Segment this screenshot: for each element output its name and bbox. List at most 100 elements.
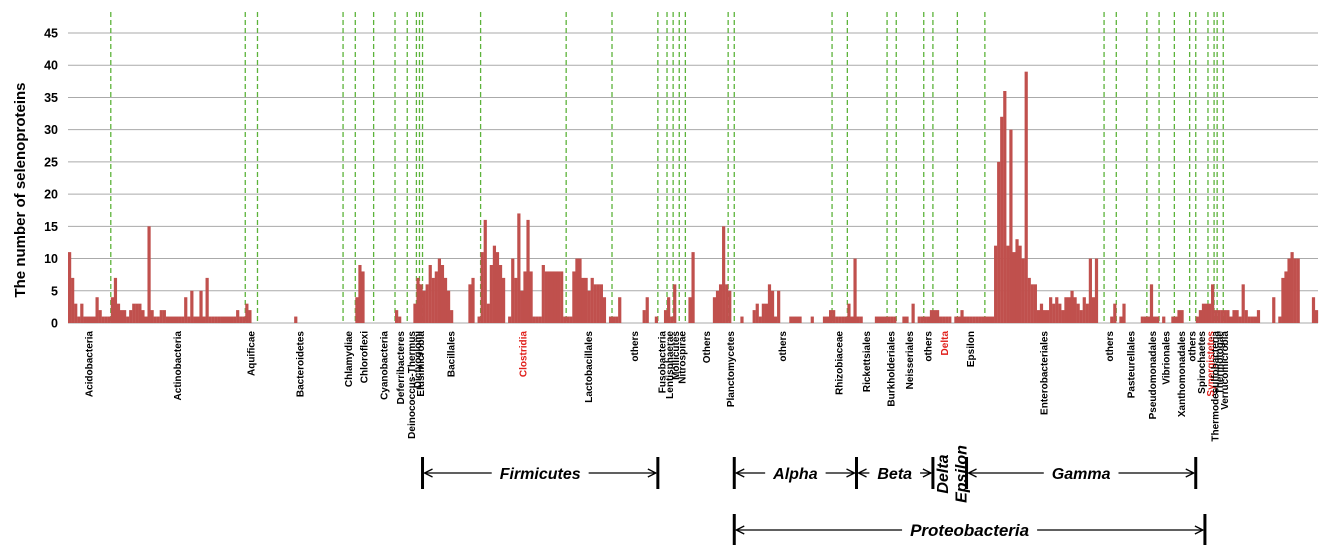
bar — [795, 316, 799, 323]
y-tick-label: 45 — [44, 27, 58, 41]
bar — [987, 316, 992, 323]
bar — [174, 316, 179, 323]
x-group-label: others — [778, 331, 789, 362]
bar — [581, 277, 585, 323]
bar — [468, 284, 472, 323]
bar — [434, 271, 438, 323]
bar — [511, 258, 515, 323]
bar — [294, 316, 298, 323]
bar — [123, 310, 127, 323]
bar — [1156, 316, 1160, 323]
bar — [110, 297, 114, 323]
x-group-label: Neisseriales — [905, 331, 916, 390]
bar — [688, 297, 692, 323]
clade-label: Beta — [877, 466, 912, 483]
bar — [1217, 310, 1221, 323]
bar — [526, 219, 530, 323]
bar — [202, 316, 206, 323]
bar — [226, 316, 231, 323]
bar — [884, 316, 888, 323]
y-axis: 0 5 10 15 20 25 30 35 40 45 — [44, 27, 58, 331]
x-group-label: Actinobacteria — [173, 331, 184, 401]
bar — [74, 303, 78, 323]
bar — [193, 316, 197, 323]
clade-epsilon: Epsilon — [953, 445, 970, 503]
bar — [508, 316, 512, 323]
bar — [994, 245, 998, 323]
bar — [942, 316, 946, 323]
bar — [997, 161, 1001, 323]
bar — [77, 316, 81, 323]
bar — [1146, 316, 1151, 323]
bar — [825, 316, 830, 323]
x-group-label: Bacillales — [447, 331, 458, 378]
bar — [932, 310, 937, 323]
bar — [1311, 297, 1316, 323]
bar — [205, 277, 209, 323]
bar — [673, 284, 677, 323]
bar — [450, 310, 454, 323]
bar — [1021, 258, 1025, 323]
bar — [1287, 258, 1291, 323]
x-group-label: Rickettsiales — [862, 331, 873, 393]
bar — [1039, 303, 1044, 323]
clade-gamma: Gamma — [965, 457, 1198, 489]
bar — [1122, 303, 1126, 323]
bar — [599, 284, 603, 323]
x-group-label: Thermotogae — [1215, 331, 1226, 395]
bar — [752, 310, 756, 323]
bar — [1250, 316, 1254, 323]
bar — [945, 316, 949, 323]
bar — [877, 316, 882, 323]
bar — [978, 316, 982, 323]
bar — [431, 277, 435, 323]
x-group-label: Deferribacteres — [396, 331, 407, 405]
bar — [1024, 71, 1028, 324]
bar — [443, 277, 448, 323]
bar — [929, 310, 934, 323]
bar — [957, 316, 961, 323]
bar — [1033, 284, 1037, 323]
arrow-head — [734, 525, 745, 535]
y-tick-label: 15 — [44, 220, 58, 234]
bar — [1042, 310, 1047, 323]
bar — [654, 316, 659, 323]
clade-label: Gamma — [1052, 466, 1111, 483]
bar — [963, 316, 967, 323]
bar — [923, 316, 927, 323]
bar — [856, 316, 860, 323]
bar — [1061, 310, 1065, 323]
bar — [798, 316, 802, 323]
bar — [853, 258, 857, 323]
bar — [954, 316, 958, 323]
bar — [514, 277, 518, 323]
x-group-label: Thermodesulfobacteria — [1211, 331, 1222, 442]
bar — [563, 316, 567, 323]
x-group-label: Cyanobacteria — [379, 331, 390, 400]
bar — [358, 265, 362, 323]
bar — [969, 316, 973, 323]
bar — [1174, 316, 1178, 323]
bar — [1204, 303, 1209, 323]
bar — [550, 271, 555, 323]
x-group-label: Chloroflexi — [359, 331, 370, 383]
bar — [1036, 310, 1041, 323]
bar — [1296, 258, 1300, 323]
bar — [948, 316, 952, 323]
clade-firmicutes: Firmicutes — [421, 457, 660, 489]
bar — [1143, 316, 1148, 323]
bar — [1094, 258, 1099, 323]
bar — [602, 297, 607, 323]
bar — [144, 316, 148, 323]
bar — [80, 303, 84, 323]
arrow-head — [1194, 525, 1205, 535]
bar — [437, 258, 442, 323]
bar — [667, 297, 671, 323]
bar — [141, 310, 145, 323]
bar — [208, 316, 212, 323]
bar — [890, 316, 894, 323]
bar — [1140, 316, 1144, 323]
bar — [553, 271, 558, 323]
bar — [1247, 316, 1251, 323]
bar — [645, 297, 649, 323]
